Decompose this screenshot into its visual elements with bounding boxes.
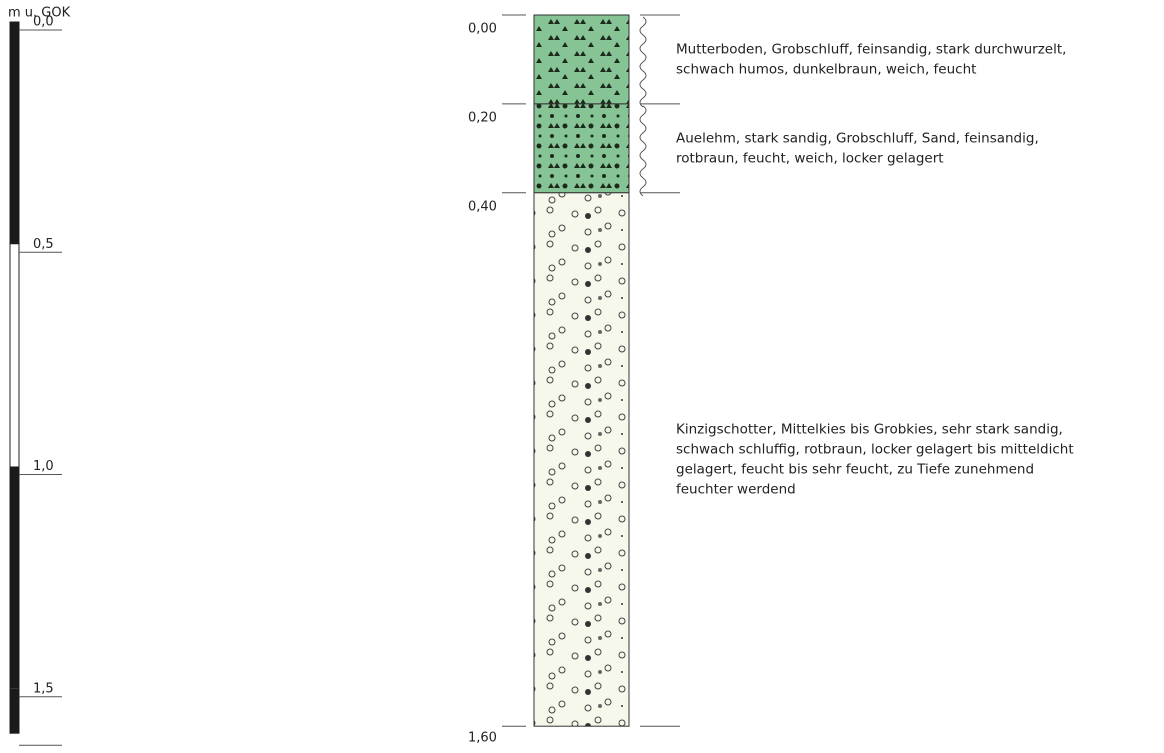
scale-segment bbox=[10, 22, 19, 244]
scale-tick-label: 1,5 bbox=[33, 681, 54, 696]
layer-wave bbox=[640, 106, 646, 196]
layer bbox=[534, 193, 629, 726]
scale-tick-label: 0,5 bbox=[33, 237, 54, 252]
layer-description: Mutterboden, Grobschluff, feinsandig, st… bbox=[676, 41, 1066, 57]
borehole-log: m u. GOK 0,00,51,01,5Mutterboden, Grobsc… bbox=[0, 0, 1164, 753]
scale-segment bbox=[10, 467, 19, 689]
layer-description: Kinzigschotter, Mittelkies bis Grobkies,… bbox=[676, 422, 1063, 438]
layer-description: feuchter werdend bbox=[676, 482, 796, 498]
layer-description: gelagert, feucht bis sehr feucht, zu Tie… bbox=[676, 462, 1034, 478]
layer bbox=[534, 104, 629, 193]
layer-description: schwach humos, dunkelbraun, weich, feuch… bbox=[676, 61, 976, 77]
depth-label: 0,00 bbox=[468, 22, 497, 37]
layer-wave bbox=[640, 17, 646, 107]
scale-tick-label: 1,0 bbox=[33, 459, 54, 474]
layer bbox=[534, 15, 629, 104]
layer-description: Auelehm, stark sandig, Grobschluff, Sand… bbox=[676, 130, 1039, 146]
depth-label: 0,40 bbox=[468, 199, 497, 214]
scale-final-segment bbox=[10, 689, 19, 733]
depth-label: 1,60 bbox=[468, 731, 497, 746]
scale-tick-label: 0,0 bbox=[33, 15, 54, 30]
depth-label: 0,20 bbox=[468, 110, 497, 125]
layer-description: rotbraun, feucht, weich, locker gelagert bbox=[676, 150, 944, 166]
layer-description: schwach schluffig, rotbraun, locker gela… bbox=[676, 442, 1074, 458]
